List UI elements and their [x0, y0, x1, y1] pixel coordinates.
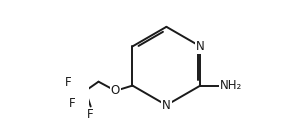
Text: O: O [111, 84, 120, 97]
Text: N: N [162, 99, 171, 112]
Text: F: F [65, 76, 72, 89]
Text: F: F [87, 108, 94, 121]
Text: NH₂: NH₂ [220, 79, 242, 92]
Text: N: N [196, 40, 205, 53]
Text: F: F [69, 97, 76, 110]
